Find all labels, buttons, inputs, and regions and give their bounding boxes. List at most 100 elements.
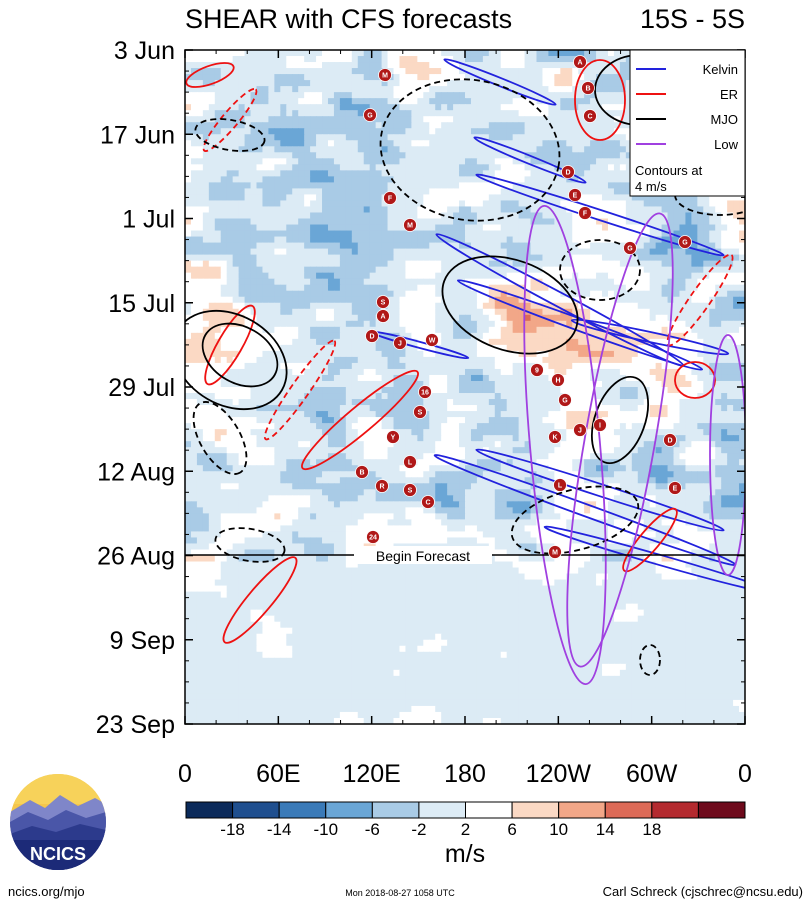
field-cell — [494, 188, 502, 196]
field-cell — [697, 338, 704, 346]
field-cell — [607, 74, 615, 81]
field-cell — [226, 122, 234, 129]
field-cell — [292, 200, 299, 208]
field-cell — [202, 194, 210, 202]
field-cell — [280, 104, 287, 111]
field-cell — [596, 266, 603, 274]
field-cell — [625, 128, 633, 135]
field-cell — [399, 218, 407, 226]
field-cell — [190, 308, 198, 316]
field-cell — [661, 362, 669, 370]
field-cell — [697, 302, 704, 310]
field-cell — [661, 206, 669, 214]
field-cell — [596, 116, 603, 123]
field-cell — [316, 338, 323, 346]
field-cell — [465, 164, 472, 171]
field-cell — [369, 80, 377, 87]
field-cell — [476, 128, 484, 135]
field-cell — [453, 164, 460, 171]
field-cell — [327, 110, 335, 117]
field-cell — [339, 170, 347, 177]
field-cell — [304, 278, 311, 286]
field-cell — [673, 248, 681, 256]
field-cell — [339, 356, 347, 364]
field-cell — [453, 176, 460, 183]
field-cell — [363, 266, 371, 274]
field-cell — [476, 92, 484, 99]
field-cell — [625, 50, 633, 57]
field-cell — [548, 308, 555, 316]
field-cell — [554, 242, 561, 250]
field-cell — [369, 314, 377, 322]
field-cell — [530, 170, 538, 177]
field-cell — [482, 278, 490, 286]
field-cell — [429, 98, 436, 105]
field-cell — [232, 128, 240, 135]
field-cell — [721, 344, 728, 352]
field-cell — [208, 182, 216, 190]
field-cell — [262, 278, 270, 286]
field-cell — [536, 314, 544, 322]
field-cell — [554, 194, 561, 202]
field-cell — [202, 164, 210, 171]
field-cell — [256, 302, 264, 310]
field-cell — [345, 356, 353, 364]
field-cell — [465, 152, 472, 159]
field-cell — [554, 362, 561, 370]
field-cell — [542, 290, 550, 298]
field-cell — [476, 212, 484, 220]
field-cell — [375, 224, 383, 232]
field-cell — [369, 122, 377, 129]
field-cell — [459, 218, 466, 226]
field-cell — [506, 194, 514, 202]
field-cell — [232, 146, 240, 153]
field-cell — [476, 104, 484, 111]
field-cell — [226, 200, 234, 208]
field-cell — [709, 212, 716, 220]
field-cell — [590, 128, 597, 135]
field-cell — [256, 350, 264, 358]
field-cell — [536, 350, 544, 358]
field-cell — [613, 110, 621, 117]
field-cell — [238, 254, 246, 262]
field-cell — [322, 314, 329, 322]
field-cell — [506, 266, 514, 274]
field-cell — [465, 284, 472, 292]
field-cell — [602, 284, 609, 292]
field-cell — [697, 212, 704, 220]
field-cell — [482, 122, 490, 129]
field-cell — [459, 230, 466, 238]
field-cell — [417, 242, 424, 250]
field-cell — [417, 182, 424, 190]
field-cell — [476, 326, 484, 334]
field-cell — [339, 92, 347, 99]
field-cell — [590, 50, 597, 57]
field-cell — [333, 68, 341, 75]
field-cell — [554, 350, 561, 358]
field-cell — [548, 50, 555, 57]
field-cell — [441, 242, 448, 250]
field-cell — [697, 218, 704, 226]
field-cell — [649, 266, 657, 274]
field-cell — [304, 350, 311, 358]
field-cell — [607, 98, 615, 105]
field-cell — [465, 98, 472, 105]
field-cell — [238, 284, 246, 292]
field-cell — [262, 290, 270, 298]
field-cell — [715, 206, 722, 214]
field-cell — [304, 122, 311, 129]
field-cell — [333, 254, 341, 262]
field-cell — [232, 230, 240, 238]
field-cell — [393, 152, 401, 159]
field-cell — [441, 170, 448, 177]
field-cell — [709, 218, 716, 226]
field-cell — [256, 368, 264, 376]
field-cell — [399, 116, 407, 123]
field-cell — [363, 146, 371, 153]
field-cell — [441, 326, 448, 334]
field-cell — [190, 230, 198, 238]
field-cell — [357, 248, 365, 256]
field-cell — [399, 266, 407, 274]
field-cell — [250, 104, 258, 111]
field-cell — [476, 194, 484, 202]
